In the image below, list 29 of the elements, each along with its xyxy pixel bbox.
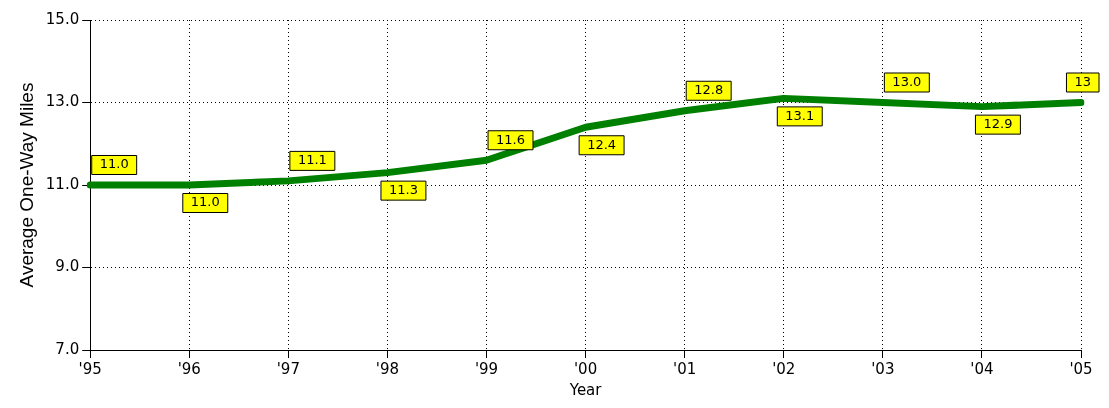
- y-axis-title: Average One-Way Miles: [15, 82, 37, 288]
- data-label: 13: [1074, 73, 1091, 89]
- x-tick-label: '03: [871, 359, 895, 378]
- x-tick-label: '01: [673, 359, 697, 378]
- data-label: 11.3: [388, 182, 418, 197]
- x-tick-label: '00: [573, 359, 598, 378]
- x-tick-label: '05: [1069, 359, 1093, 378]
- y-tick-label: 15.0: [45, 9, 80, 28]
- x-tick-label: '98: [375, 359, 400, 378]
- data-label: 12.9: [983, 116, 1013, 131]
- data-label: 13.1: [785, 107, 815, 123]
- data-label: 12.4: [587, 136, 617, 152]
- data-label: 11.0: [190, 194, 220, 210]
- data-label: 11.1: [297, 152, 327, 168]
- data-label: 13.0: [892, 73, 922, 89]
- x-tick-label: '97: [276, 359, 300, 378]
- x-tick-label: '02: [772, 359, 796, 378]
- x-tick-label: '04: [970, 359, 994, 378]
- data-label: 11.0: [99, 156, 129, 172]
- y-tick-label: 13.0: [45, 92, 80, 111]
- y-tick-label: 11.0: [45, 174, 80, 193]
- x-tick-label: '96: [177, 359, 201, 378]
- x-tick-label: '95: [78, 359, 102, 378]
- x-tick-label: '99: [474, 359, 499, 378]
- data-label: 11.6: [496, 131, 525, 147]
- x-axis-title: Year: [568, 380, 603, 399]
- y-tick-label: 9.0: [55, 257, 80, 276]
- data-label: 12.8: [694, 82, 724, 98]
- y-tick-label: 7.0: [55, 339, 80, 358]
